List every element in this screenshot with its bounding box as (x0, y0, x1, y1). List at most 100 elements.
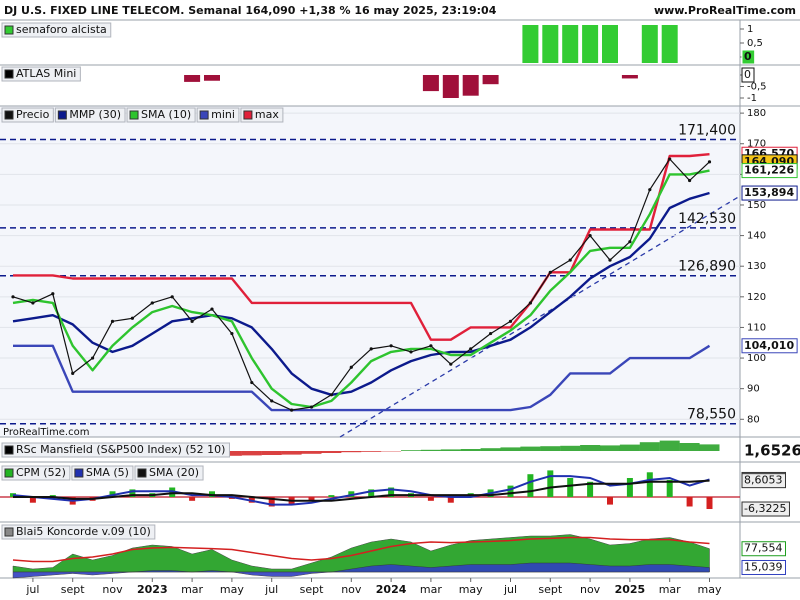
cpm-bar (527, 474, 534, 497)
price-point (548, 270, 552, 274)
price-point (210, 307, 214, 311)
panel-legend: SMA (5) (71, 465, 134, 481)
price-point (170, 295, 174, 299)
signal-bar (462, 75, 479, 96)
cpm-bar (626, 478, 633, 497)
legend-box (134, 465, 204, 481)
rsc-bar (480, 448, 501, 451)
legend-swatch (243, 110, 253, 120)
price-point (369, 347, 373, 351)
panel-legend: SMA (10) (126, 107, 196, 123)
signal-bar (184, 75, 201, 82)
y-tick-label: -0,5 (747, 82, 767, 93)
signal-bar (582, 25, 599, 63)
rsc-bar (500, 447, 521, 451)
price-point (309, 405, 314, 409)
y-tick-label: 130 (747, 261, 766, 272)
cpm-bar (706, 497, 713, 510)
x-tick-label: nov (102, 583, 123, 596)
rsc-value: 1,6526 (744, 442, 800, 460)
cpm-bar (447, 497, 454, 503)
price-point (190, 319, 194, 323)
y-tick-label: 80 (747, 414, 760, 425)
y-tick-label: 90 (747, 384, 760, 395)
rsc-bar (440, 449, 461, 451)
x-tick-label: 2023 (137, 583, 168, 596)
panel-legend: Blai5 Koncorde v.09 (10) (1, 524, 156, 540)
y-tick-label: 120 (747, 292, 766, 303)
level-label: 126,890 (678, 259, 736, 275)
koncorde-marker-box (741, 559, 786, 575)
cpm-bar (666, 479, 673, 497)
price-point (449, 362, 453, 366)
x-tick-label: jul (503, 583, 517, 596)
price-marker-box (741, 185, 798, 201)
legend-box (1, 442, 230, 458)
price-point (469, 347, 473, 351)
panel-legend: CPM (52) (1, 465, 71, 481)
price-point (270, 399, 274, 403)
cpm-bar (547, 470, 554, 497)
legend-text: MMP (30) (69, 108, 121, 121)
legend-box (1, 524, 156, 540)
y-tick-label: 150 (747, 200, 766, 211)
price-point (628, 240, 632, 244)
price-point (608, 258, 612, 262)
price-point (588, 233, 592, 238)
x-tick-label: mar (659, 583, 681, 596)
y-tick-label: 1 (747, 24, 753, 35)
trend-line (339, 195, 741, 438)
y-tick-label: -1 (747, 93, 757, 104)
x-tick-label: jul (264, 583, 278, 596)
rsc-bar (221, 451, 242, 456)
signal-bar (442, 75, 459, 98)
rsc-bar (321, 451, 342, 453)
legend-box (1, 66, 81, 82)
y-tick-label: 180 (747, 108, 766, 119)
x-tick-label: mar (420, 583, 442, 596)
cpm-bar (646, 472, 653, 497)
rsc-bar (241, 451, 262, 456)
price-point (389, 344, 393, 348)
signal-bar (422, 75, 439, 92)
price-line (13, 344, 711, 412)
koncorde-marker-box (741, 541, 786, 557)
y-tick-label: 170 (747, 139, 766, 150)
signal-bar (482, 75, 499, 85)
x-tick-label: nov (580, 583, 601, 596)
cpm-bar (308, 497, 315, 501)
legend-swatch (129, 110, 139, 120)
signal-bar (661, 25, 678, 63)
legend-swatch (4, 25, 14, 35)
price-point (648, 188, 652, 192)
panel-legend: mini (196, 107, 240, 123)
price-point (31, 301, 35, 305)
site-link[interactable]: www.ProRealTime.com (654, 4, 796, 17)
legend-swatch (199, 110, 209, 120)
legend-box (1, 22, 112, 38)
price-marker: 153,894 (744, 186, 794, 199)
signal-bar (204, 75, 220, 81)
signal-bar (641, 25, 658, 63)
panel-legend: MMP (30) (54, 107, 126, 123)
legend-text: ATLAS Mini (16, 67, 76, 80)
cpm-marker: 8,6053 (744, 474, 783, 487)
x-tick-label: sept (61, 583, 85, 596)
legend-text: mini (211, 108, 235, 121)
price-point (429, 344, 433, 348)
cpm-bar (388, 487, 395, 497)
price-marker: 161,226 (744, 164, 794, 177)
panel-legend: Precio (1, 107, 54, 123)
level-label: 171,400 (678, 122, 736, 138)
rsc-bar (401, 450, 421, 451)
panel-legend: RSc Mansfield (S&P500 Index) (52 10) (1, 442, 230, 458)
cpm-bar (567, 478, 574, 497)
legend-text: Precio (16, 108, 50, 121)
cpm-bar (427, 497, 434, 501)
panel-legend: max (240, 107, 284, 123)
cpm-bar (189, 497, 196, 501)
y-tick-label: 100 (747, 353, 766, 364)
legend-text: SMA (20) (149, 466, 199, 479)
